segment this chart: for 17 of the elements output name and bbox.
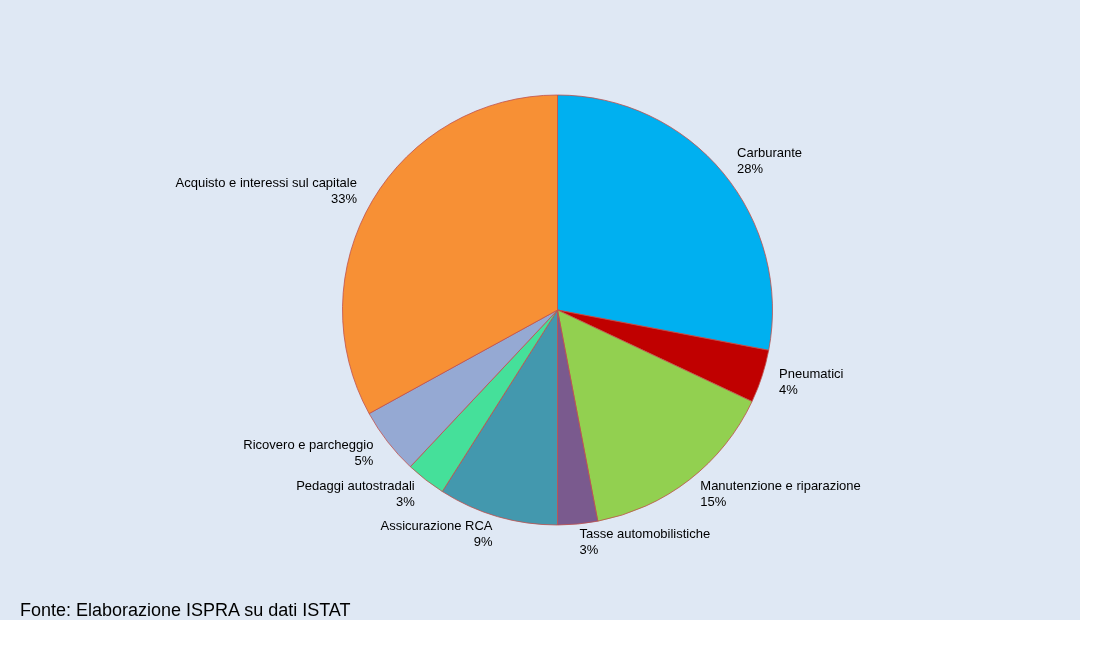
slice-label: Pneumatici <box>779 366 844 381</box>
slice-label: Pedaggi autostradali <box>296 478 415 494</box>
data-label: 3% <box>579 541 599 557</box>
data-label: 3% <box>395 494 416 510</box>
data-label: 33% <box>330 191 358 207</box>
slice-label: Acquisto e interessi sul capitale <box>175 175 357 191</box>
data-label: 5% <box>354 452 374 468</box>
slice-label: Ricovero e parcheggio <box>243 436 374 452</box>
slice-label: Assicurazione RCA <box>380 517 493 533</box>
data-label: 15% <box>700 494 727 510</box>
slice-label: Tasse automobilistiche <box>579 525 711 541</box>
slice-label: Carburante <box>737 145 803 161</box>
data-label: 9% <box>473 533 493 549</box>
data-label: 4% <box>779 382 799 397</box>
source-note: Fonte: Elaborazione ISPRA su dati ISTAT <box>20 600 351 620</box>
data-label: 28% <box>737 161 764 177</box>
slice-label: Manutenzione e riparazione <box>700 478 861 494</box>
